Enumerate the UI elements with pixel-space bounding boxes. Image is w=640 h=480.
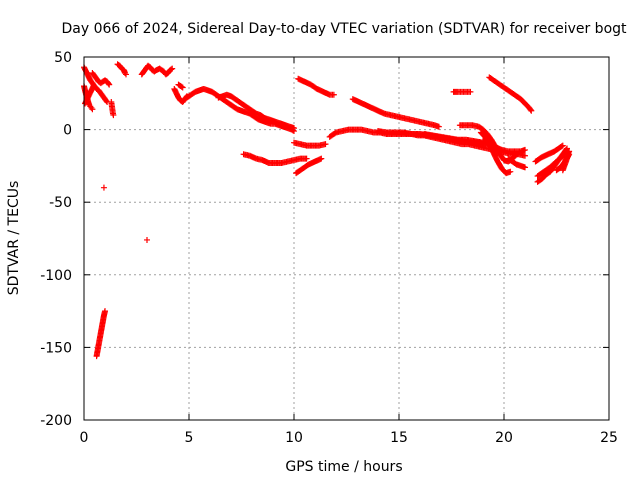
x-tick-label: 0 [80,430,89,446]
series-arc-14 [291,139,329,149]
series-arc-31 [93,308,108,360]
x-axis-title: GPS time / hours [285,459,402,475]
data-point [559,142,566,149]
plot-frame [83,56,610,421]
y-tick-label: -100 [40,268,72,284]
series-arc-11 [215,91,297,132]
data-point [144,236,150,243]
data-point [528,107,535,114]
data-point [322,141,329,148]
series-arc-13 [293,155,325,177]
series-arc-23 [480,138,528,155]
data-point [522,146,528,153]
series-arc-15 [295,75,337,98]
y-tick-label: -150 [40,340,72,356]
data-point [123,71,129,78]
series-arc-30 [559,151,573,174]
data-points [81,61,573,360]
series-arc-03 [82,83,97,107]
chart-title: Day 066 of 2024, Sidereal Day-to-day VTE… [61,21,627,37]
data-point [110,112,117,119]
data-point [103,98,110,105]
series-arc-28 [534,145,570,185]
data-point [330,91,337,98]
data-point [105,80,112,87]
data-point [168,66,175,73]
y-tick-label: 0 [63,123,72,139]
y-tick-label: -200 [40,413,72,429]
data-point [558,143,565,150]
axis-ticks: 0 5 10 15 20 25 -200 -150 -100 -50 0 50 [40,50,618,446]
data-point [522,152,528,159]
series-arc-26 [532,142,566,165]
data-point [303,155,310,162]
x-tick-label: 20 [495,430,513,446]
data-point [522,164,528,171]
series-arc-08 [171,85,190,106]
x-tick-label: 5 [185,430,194,446]
data-point [435,123,442,130]
x-tick-label: 25 [600,430,618,446]
series-arc-07 [138,62,176,78]
data-point [169,65,176,72]
series-arc-20 [450,88,474,95]
data-point [467,88,474,95]
data-point [527,106,534,113]
data-point [100,184,107,191]
series-arc-06 [114,61,129,78]
series-arc-09 [175,81,186,91]
data-point [179,84,186,91]
data-point [291,125,297,132]
series-arc-17 [349,96,442,130]
y-tick-label: 50 [54,50,72,66]
series-arc-04 [89,69,113,88]
x-tick-label: 15 [390,430,408,446]
data-point [507,168,514,175]
y-tick-label: -50 [49,195,72,211]
data-point [89,106,96,113]
x-tick-label: 10 [285,430,303,446]
data-point [178,83,185,90]
data-point [102,308,108,315]
series-arc-12 [240,151,310,166]
data-point [106,81,113,88]
series-arc-24 [505,155,528,171]
series-arc-05 [108,99,117,119]
data-point [566,151,573,158]
series-arc-19 [421,130,486,146]
series-arc-25 [486,74,535,114]
data-point [318,155,325,162]
y-axis-title: SDTVAR / TECUs [6,181,22,296]
data-point [90,83,97,90]
